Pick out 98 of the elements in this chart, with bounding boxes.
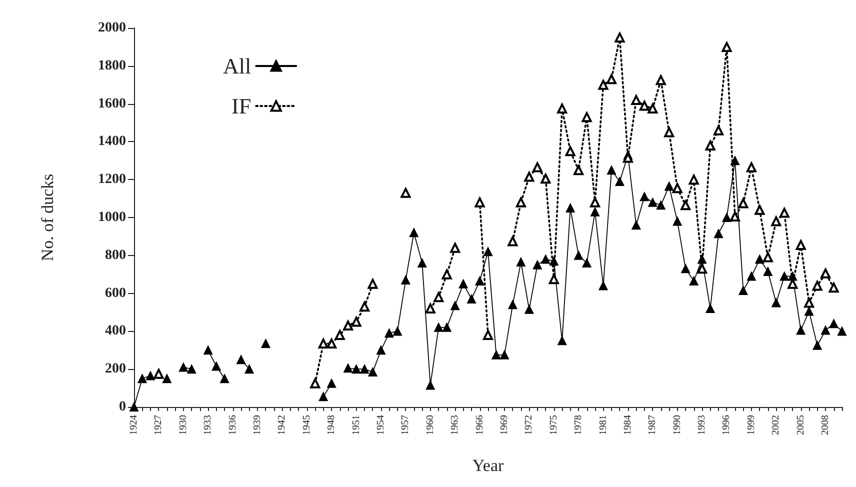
- x-tick-label: 1954: [375, 415, 386, 435]
- point: [483, 330, 493, 340]
- point: [532, 162, 542, 172]
- y-tick-label: 800: [105, 248, 126, 263]
- point: [779, 208, 790, 218]
- point: [664, 127, 674, 138]
- y-tick-label: 200: [105, 362, 126, 377]
- point: [360, 302, 370, 312]
- x-tick-label: 1948: [326, 415, 338, 435]
- point: [820, 268, 831, 278]
- point: [812, 280, 822, 291]
- point: [738, 198, 748, 208]
- point: [154, 368, 164, 379]
- x-tick-label: 1978: [573, 415, 584, 435]
- x-tick-label: 1963: [450, 415, 461, 435]
- point: [508, 236, 518, 246]
- point: [796, 240, 806, 250]
- point: [656, 75, 666, 86]
- legend-label: All: [222, 54, 252, 78]
- point: [614, 32, 625, 42]
- x-tick-label: 1924: [128, 415, 140, 435]
- point: [557, 104, 568, 114]
- point: [574, 165, 584, 176]
- x-tick-label: 1969: [498, 415, 510, 435]
- x-tick-label: 1981: [598, 415, 609, 435]
- x-tick-label: 1957: [400, 415, 412, 435]
- x-tick-label: 1975: [548, 415, 560, 435]
- point: [771, 216, 782, 226]
- point: [434, 292, 444, 302]
- point: [351, 316, 362, 327]
- x-tick-label: 1933: [202, 415, 214, 435]
- x-tick-label: 2005: [795, 415, 806, 435]
- point: [746, 162, 756, 172]
- y-tick-label: 2000: [98, 20, 126, 36]
- point: [524, 172, 534, 182]
- x-tick-label: 1990: [672, 415, 683, 435]
- point: [688, 174, 699, 185]
- point: [326, 338, 337, 349]
- point: [598, 80, 608, 90]
- y-tick-label: 1600: [98, 96, 126, 112]
- y-tick-label: 1000: [98, 210, 126, 225]
- point: [565, 146, 576, 156]
- x-axis-title: Year: [472, 456, 504, 475]
- x-tick-label: 1927: [153, 415, 164, 435]
- y-tick-label: 1400: [98, 134, 126, 150]
- y-tick-label: 600: [105, 286, 126, 301]
- x-tick-label: 1936: [227, 415, 238, 435]
- x-tick-label: 1996: [721, 415, 732, 435]
- point: [318, 338, 328, 349]
- x-tick-label: 2008: [820, 415, 832, 435]
- x-tick-label: 1930: [178, 415, 189, 435]
- point: [714, 125, 724, 136]
- y-tick-label: 400: [105, 324, 126, 339]
- point: [442, 269, 452, 280]
- point: [828, 282, 839, 293]
- point: [400, 188, 411, 198]
- point: [516, 197, 526, 208]
- point: [631, 95, 642, 106]
- point: [697, 264, 708, 274]
- point: [639, 100, 650, 111]
- point: [474, 197, 485, 208]
- point: [730, 212, 740, 222]
- point: [606, 74, 616, 84]
- point: [804, 298, 814, 308]
- point: [334, 330, 345, 340]
- x-tick-label: 1960: [424, 415, 436, 435]
- y-tick-label: 1800: [98, 58, 126, 74]
- point: [540, 174, 551, 184]
- x-tick-label: 1999: [746, 415, 757, 435]
- x-tick-label: 1984: [622, 415, 634, 435]
- point: [425, 303, 436, 314]
- point: [672, 183, 682, 194]
- x-tick-label: 1945: [301, 415, 312, 435]
- x-tick-label: 2002: [770, 415, 782, 435]
- point: [762, 252, 773, 262]
- point: [754, 204, 765, 215]
- point: [705, 140, 716, 150]
- point: [548, 274, 559, 284]
- y-axis-title: No. of ducks: [38, 174, 57, 262]
- point: [590, 197, 600, 208]
- x-tick-label: 1942: [276, 415, 288, 435]
- point: [582, 112, 592, 122]
- point: [310, 378, 320, 388]
- point: [368, 278, 378, 289]
- point: [648, 104, 658, 114]
- point: [343, 320, 354, 331]
- point: [722, 42, 732, 52]
- legend-label: IF: [232, 94, 252, 118]
- x-tick-label: 1939: [252, 415, 263, 435]
- x-tick-label: 1972: [524, 415, 535, 435]
- x-tick-label: 1987: [647, 415, 658, 435]
- point: [680, 200, 691, 210]
- y-tick-label: 0: [119, 400, 126, 414]
- y-tick-label: 1200: [98, 172, 126, 188]
- x-tick-label: 1966: [474, 415, 486, 435]
- point: [450, 242, 460, 253]
- x-tick-label: 1993: [696, 415, 708, 435]
- x-tick-label: 1951: [350, 415, 362, 435]
